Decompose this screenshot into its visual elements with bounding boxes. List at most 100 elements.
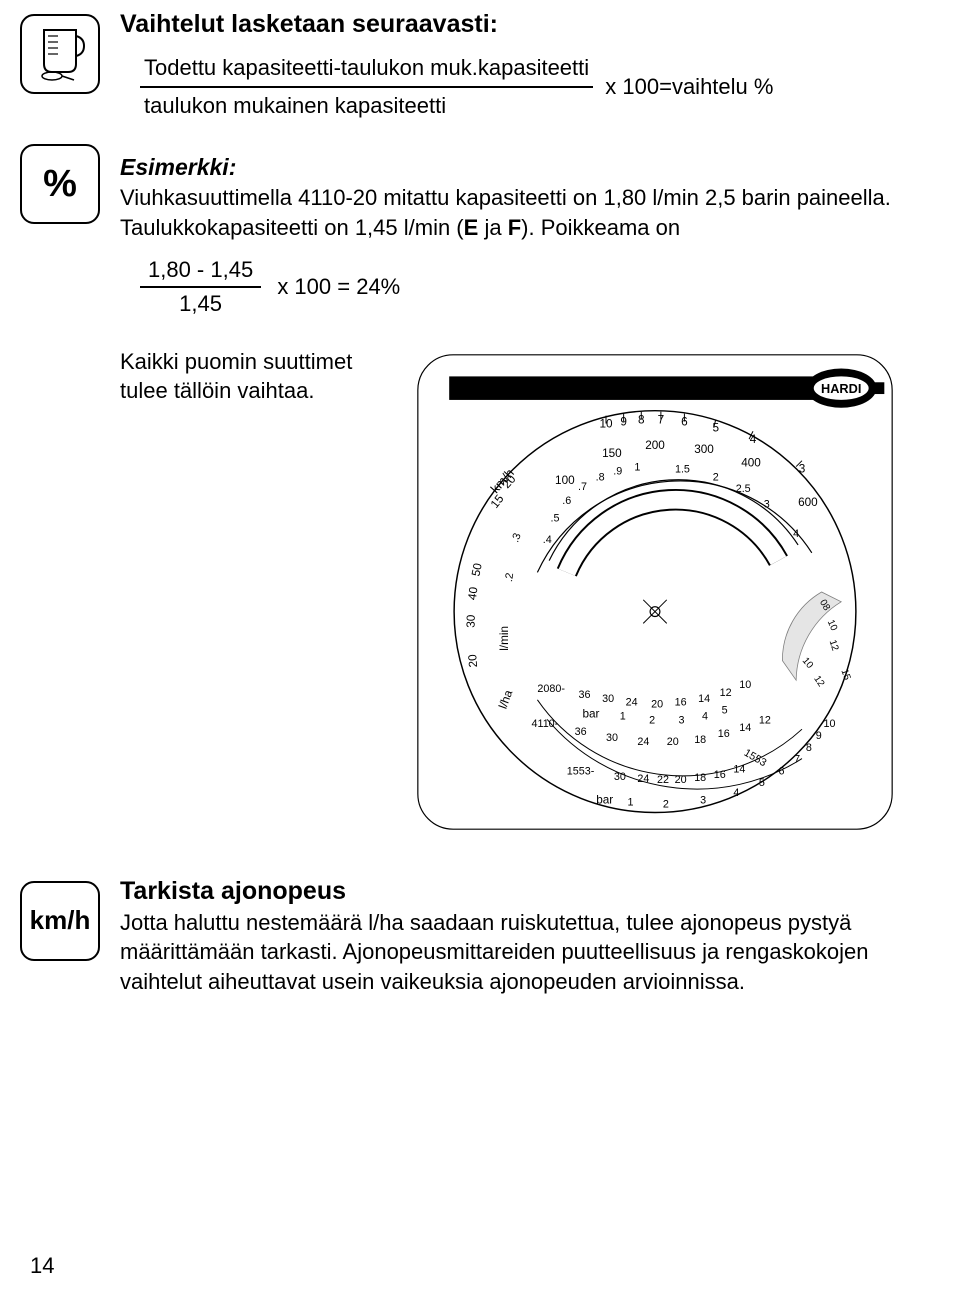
svg-text:4: 4 bbox=[733, 787, 739, 799]
section-title: Tarkista ajonopeus bbox=[120, 877, 930, 906]
svg-text:6: 6 bbox=[778, 765, 784, 777]
dial-lmin-label: l/min bbox=[498, 626, 511, 651]
svg-text:20: 20 bbox=[667, 736, 679, 748]
svg-text:100: 100 bbox=[555, 474, 575, 487]
example-text: Viuhkasuuttimella 4110-20 mitattu kapasi… bbox=[120, 183, 930, 242]
svg-text:3: 3 bbox=[799, 462, 806, 475]
svg-text:30: 30 bbox=[614, 771, 626, 783]
svg-text:1: 1 bbox=[620, 710, 626, 722]
formula-tail: x 100 = 24% bbox=[277, 274, 400, 300]
svg-text:40: 40 bbox=[466, 585, 481, 600]
dial-wrap: HARDI 1098 765 43 100150200 bbox=[380, 347, 930, 837]
svg-text:150: 150 bbox=[602, 447, 622, 460]
svg-text:5: 5 bbox=[712, 421, 719, 434]
svg-text:.6: .6 bbox=[562, 495, 571, 507]
svg-text:36: 36 bbox=[579, 689, 591, 701]
svg-text:200: 200 bbox=[645, 439, 665, 452]
svg-text:10: 10 bbox=[739, 679, 751, 691]
svg-text:24: 24 bbox=[626, 696, 638, 708]
page-number: 14 bbox=[30, 1253, 54, 1279]
icon-column: % bbox=[10, 140, 110, 224]
advice-text: Kaikki puomin suuttimet tulee tällöin va… bbox=[120, 347, 380, 837]
measuring-cup-icon bbox=[20, 14, 100, 94]
svg-text:300: 300 bbox=[694, 443, 714, 456]
svg-text:1: 1 bbox=[634, 461, 640, 473]
fraction: 1,80 - 1,45 1,45 bbox=[140, 257, 261, 317]
svg-text:24: 24 bbox=[637, 773, 649, 785]
svg-text:9: 9 bbox=[816, 730, 822, 742]
section-variation: Vaihtelut lasketaan seuraavasti: Todettu… bbox=[10, 10, 930, 140]
kmh-icon: km/h bbox=[20, 881, 100, 961]
icon-column bbox=[10, 10, 110, 94]
svg-text:400: 400 bbox=[741, 456, 761, 469]
svg-text:.8: .8 bbox=[596, 471, 605, 483]
svg-text:20: 20 bbox=[651, 698, 663, 710]
svg-text:14: 14 bbox=[739, 722, 751, 734]
section-speed: km/h Tarkista ajonopeus Jotta haluttu ne… bbox=[10, 877, 930, 1007]
svg-text:.9: .9 bbox=[613, 465, 622, 477]
svg-text:10: 10 bbox=[824, 718, 836, 730]
deviation-formula: 1,80 - 1,45 1,45 x 100 = 24% bbox=[140, 257, 930, 317]
svg-text:14: 14 bbox=[733, 763, 745, 775]
svg-text:600: 600 bbox=[798, 496, 818, 509]
svg-text:20: 20 bbox=[466, 653, 480, 667]
calibration-dial-icon: HARDI 1098 765 43 100150200 bbox=[410, 347, 900, 837]
svg-text:2: 2 bbox=[663, 798, 669, 810]
svg-text:5: 5 bbox=[722, 704, 728, 716]
svg-text:18: 18 bbox=[694, 734, 706, 746]
formula-numerator: 1,80 - 1,45 bbox=[140, 257, 261, 288]
svg-text:2: 2 bbox=[713, 471, 719, 483]
svg-text:16: 16 bbox=[718, 728, 730, 740]
formula-tail: x 100=vaihtelu % bbox=[605, 72, 773, 102]
svg-text:4: 4 bbox=[702, 710, 708, 722]
percent-icon: % bbox=[20, 144, 100, 224]
advice-row: Kaikki puomin suuttimet tulee tällöin va… bbox=[120, 347, 930, 837]
svg-text:30: 30 bbox=[602, 693, 614, 705]
section-example: % Esimerkki: Viuhkasuuttimella 4110-20 m… bbox=[10, 140, 930, 836]
dial-bar-label-mid: bar bbox=[582, 707, 599, 720]
speed-text: Jotta haluttu nestemäärä l/ha saadaan ru… bbox=[120, 908, 930, 997]
svg-text:1.5: 1.5 bbox=[675, 463, 690, 475]
variation-formula: Todettu kapasiteetti-taulukon muk.kapasi… bbox=[140, 53, 930, 120]
svg-text:30: 30 bbox=[606, 732, 618, 744]
svg-text:24: 24 bbox=[637, 736, 649, 748]
svg-text:16: 16 bbox=[714, 769, 726, 781]
svg-text:1: 1 bbox=[628, 796, 634, 808]
formula-denominator: taulukon mukainen kapasiteetti bbox=[140, 88, 593, 121]
icon-column: km/h bbox=[10, 877, 110, 961]
svg-text:.5: .5 bbox=[551, 512, 560, 524]
svg-text:22: 22 bbox=[657, 774, 669, 786]
svg-text:8: 8 bbox=[806, 742, 812, 754]
formula-denominator: 1,45 bbox=[140, 288, 261, 317]
svg-text:30: 30 bbox=[464, 614, 477, 628]
dial-brand: HARDI bbox=[821, 381, 861, 396]
svg-text:2: 2 bbox=[649, 714, 655, 726]
example-text-span: Viuhkasuuttimella 4110-20 mitattu kapasi… bbox=[120, 185, 891, 240]
content-column: Esimerkki: Viuhkasuuttimella 4110-20 mit… bbox=[110, 140, 930, 836]
page: Vaihtelut lasketaan seuraavasti: Todettu… bbox=[0, 0, 960, 1299]
svg-text:14: 14 bbox=[698, 693, 710, 705]
section-title: Vaihtelut lasketaan seuraavasti: bbox=[120, 10, 930, 39]
dial-bar-label-bottom: bar bbox=[596, 793, 613, 806]
svg-text:5: 5 bbox=[759, 777, 765, 789]
svg-text:7: 7 bbox=[794, 753, 800, 765]
svg-text:12: 12 bbox=[759, 714, 771, 726]
svg-text:20: 20 bbox=[675, 774, 687, 786]
content-column: Tarkista ajonopeus Jotta haluttu nestemä… bbox=[110, 877, 930, 1007]
svg-text:18: 18 bbox=[694, 772, 706, 784]
svg-text:3: 3 bbox=[679, 714, 685, 726]
svg-text:.7: .7 bbox=[578, 481, 587, 493]
svg-text:1553-: 1553- bbox=[567, 765, 595, 777]
svg-text:.4: .4 bbox=[543, 534, 552, 546]
formula-numerator: Todettu kapasiteetti-taulukon muk.kapasi… bbox=[140, 53, 593, 88]
svg-text:2080-: 2080- bbox=[537, 683, 565, 695]
example-label: Esimerkki: bbox=[120, 154, 930, 181]
content-column: Vaihtelut lasketaan seuraavasti: Todettu… bbox=[110, 10, 930, 140]
svg-text:36: 36 bbox=[575, 726, 587, 738]
svg-text:.2: .2 bbox=[503, 572, 516, 583]
svg-text:16: 16 bbox=[675, 696, 687, 708]
svg-text:4110-: 4110- bbox=[532, 718, 559, 730]
fraction: Todettu kapasiteetti-taulukon muk.kapasi… bbox=[140, 53, 593, 120]
svg-text:12: 12 bbox=[720, 687, 732, 699]
svg-text:3: 3 bbox=[700, 794, 706, 806]
